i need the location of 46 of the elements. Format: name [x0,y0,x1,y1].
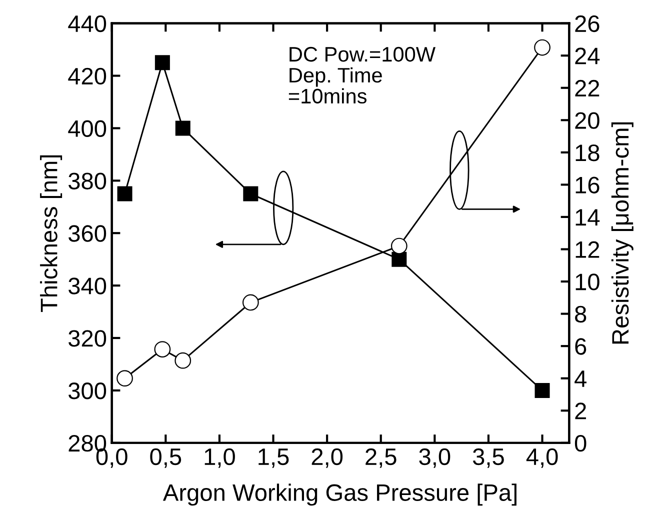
y-tick-label: 320 [68,330,106,347]
x-axis-title: Argon Working Gas Pressure [Pa] [162,484,516,506]
y2-tick-label: 8 [575,306,586,323]
y2-tick-label: 4 [574,370,586,387]
y-tick-label: 340 [68,278,106,294]
point [390,238,408,254]
y-tick-label: 440 [68,15,106,32]
y2-tick-label: 0 [574,434,586,452]
point [243,186,258,202]
y-tick-label: 420 [68,68,106,85]
x-tick-label: 2,5 [366,448,396,468]
annotation: DC Pow.=100W Dep. Time =10mins [288,46,436,104]
x-tick-label: 3,5 [472,448,504,468]
x-tick-label: 1,5 [258,448,289,468]
x-tick-label: 3,0 [419,448,450,468]
y-tick-label: 360 [68,225,106,242]
y2-tick-label: 26 [575,15,600,32]
y-tick-label: 300 [68,382,106,400]
point [154,55,170,70]
x-tick-label: 1,0 [204,448,235,468]
y-tick-label: 400 [68,120,106,137]
y2-tick-label: 10 [576,274,600,290]
point [154,341,171,358]
y2-tick-label: 18 [576,144,600,162]
y2-tick-label: 20 [575,112,600,129]
point [175,120,190,136]
y2-tick-label: 2 [575,402,586,420]
point [117,186,132,202]
x-tick-label: 2,0 [312,448,343,468]
y2-tick-label: 16 [576,176,600,194]
y2-tick-label: 24 [575,48,600,64]
point [534,39,550,56]
y2-tick-label: 22 [575,80,600,96]
point [392,252,407,267]
y2-axis-title: Resistivity [μohm-cm] [611,122,634,344]
x-tick-label: 0,5 [150,448,182,468]
y2-tick-label: 12 [576,241,600,258]
y-axis-title: Thickness [nm] [40,155,62,312]
point [116,370,133,387]
y2-tick-label: 6 [575,338,586,355]
point [534,382,550,398]
y-tick-label: 380 [68,172,106,190]
y2-tick-label: 14 [576,209,600,226]
x-tick-label: 4,0 [526,448,558,468]
point [242,294,259,311]
point [174,352,192,369]
